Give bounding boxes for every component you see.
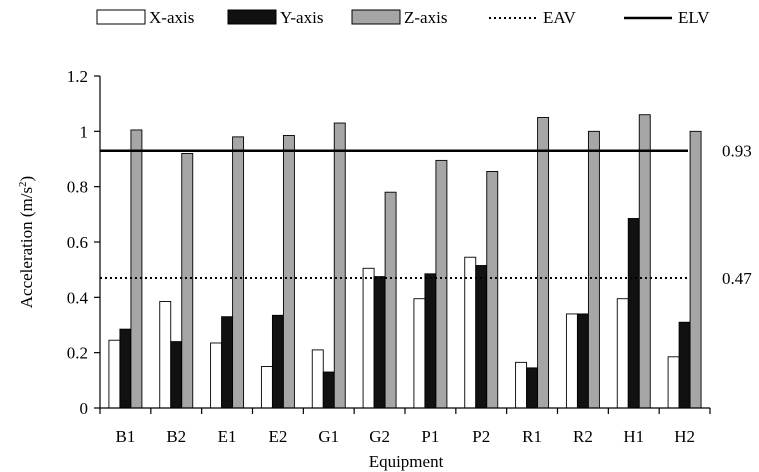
bar-y-axis-b1 bbox=[119, 328, 132, 409]
bar-y-axis-p2 bbox=[475, 265, 488, 409]
bar-z-axis-r1 bbox=[537, 117, 550, 409]
x-tick-label: B2 bbox=[166, 427, 186, 446]
bar-y-axis-e2 bbox=[271, 314, 284, 409]
bar-x-axis-e1 bbox=[210, 342, 223, 409]
legend-label: ELV bbox=[678, 8, 710, 27]
legend-swatch-x-axis bbox=[96, 9, 146, 25]
bar-z-axis-h1 bbox=[638, 114, 651, 409]
bar-z-axis-b1 bbox=[130, 129, 143, 409]
x-tick-label: B1 bbox=[115, 427, 135, 446]
bar-z-axis-e2 bbox=[282, 135, 295, 409]
x-tick-label: H2 bbox=[674, 427, 695, 446]
bar-y-axis-r1 bbox=[526, 367, 539, 409]
bar-x-axis-b2 bbox=[159, 301, 172, 409]
legend-label: X-axis bbox=[149, 8, 194, 27]
bar-y-axis-g2 bbox=[373, 276, 386, 409]
bar-y-axis-b2 bbox=[170, 341, 183, 409]
bar-x-axis-e2 bbox=[260, 366, 273, 409]
x-tick-label: E2 bbox=[268, 427, 287, 446]
bar-x-axis-b1 bbox=[108, 339, 121, 409]
bar-x-axis-p2 bbox=[464, 256, 477, 409]
bar-x-axis-r2 bbox=[565, 313, 578, 409]
bar-z-axis-e1 bbox=[232, 136, 245, 409]
bar-y-axis-h2 bbox=[678, 321, 691, 409]
bar-z-axis-b2 bbox=[181, 153, 194, 409]
bars-group bbox=[108, 114, 702, 409]
bar-x-axis-h2 bbox=[667, 356, 680, 409]
x-tick-label: E1 bbox=[218, 427, 237, 446]
bar-x-axis-r1 bbox=[515, 361, 528, 409]
reference-lines: 0.47 0.93 bbox=[100, 142, 752, 288]
y-axis-title: Acceleration (m/s2) bbox=[17, 176, 36, 308]
y-tick-label: 0.4 bbox=[67, 288, 89, 307]
x-tick-label: R1 bbox=[522, 427, 542, 446]
x-axis-title: Equipment bbox=[369, 452, 444, 471]
bar-z-axis-g2 bbox=[384, 191, 397, 409]
y-tick-label: 0 bbox=[80, 399, 89, 418]
bar-y-axis-r2 bbox=[576, 313, 589, 409]
bar-x-axis-g1 bbox=[311, 349, 324, 409]
x-tick-label: R2 bbox=[573, 427, 593, 446]
bar-y-axis-g1 bbox=[322, 371, 335, 409]
bar-x-axis-p1 bbox=[413, 298, 426, 409]
bar-y-axis-p1 bbox=[424, 273, 437, 409]
bar-x-axis-g2 bbox=[362, 267, 375, 409]
x-tick-label: G1 bbox=[318, 427, 339, 446]
legend-label: Y-axis bbox=[280, 8, 323, 27]
bar-z-axis-g1 bbox=[333, 122, 346, 409]
bar-y-axis-e1 bbox=[221, 316, 234, 409]
y-tick-label: 1.2 bbox=[67, 67, 88, 86]
bar-y-axis-h1 bbox=[627, 218, 640, 409]
bar-x-axis-h1 bbox=[616, 298, 629, 409]
y-tick-label: 0.6 bbox=[67, 233, 88, 252]
legend-label: EAV bbox=[543, 8, 576, 27]
legend-swatch-z-axis bbox=[351, 9, 401, 25]
x-tick-label: P2 bbox=[472, 427, 490, 446]
bar-z-axis-p1 bbox=[435, 159, 448, 409]
legend: X-axis Y-axis Z-axis EAV ELV bbox=[96, 8, 710, 27]
bar-z-axis-h2 bbox=[689, 130, 702, 409]
y-tick-label: 0.2 bbox=[67, 344, 88, 363]
legend-swatch-y-axis bbox=[227, 9, 277, 25]
x-tick-label: P1 bbox=[421, 427, 439, 446]
x-tick-label: G2 bbox=[369, 427, 390, 446]
reference-label-eav: 0.47 bbox=[722, 269, 752, 288]
y-tick-label: 1 bbox=[80, 122, 89, 141]
bar-z-axis-p2 bbox=[486, 170, 499, 409]
x-tick-label: H1 bbox=[623, 427, 644, 446]
bar-z-axis-r2 bbox=[587, 130, 600, 409]
y-tick-label: 0.8 bbox=[67, 178, 88, 197]
legend-label: Z-axis bbox=[404, 8, 447, 27]
axes: 0 0.2 0.4 0.6 0.8 1 1.2 B1 B2 E1 E2 G1 G2 P1 P2 R1 R2 H1 H… bbox=[67, 67, 711, 446]
reference-label-elv: 0.93 bbox=[722, 142, 752, 161]
